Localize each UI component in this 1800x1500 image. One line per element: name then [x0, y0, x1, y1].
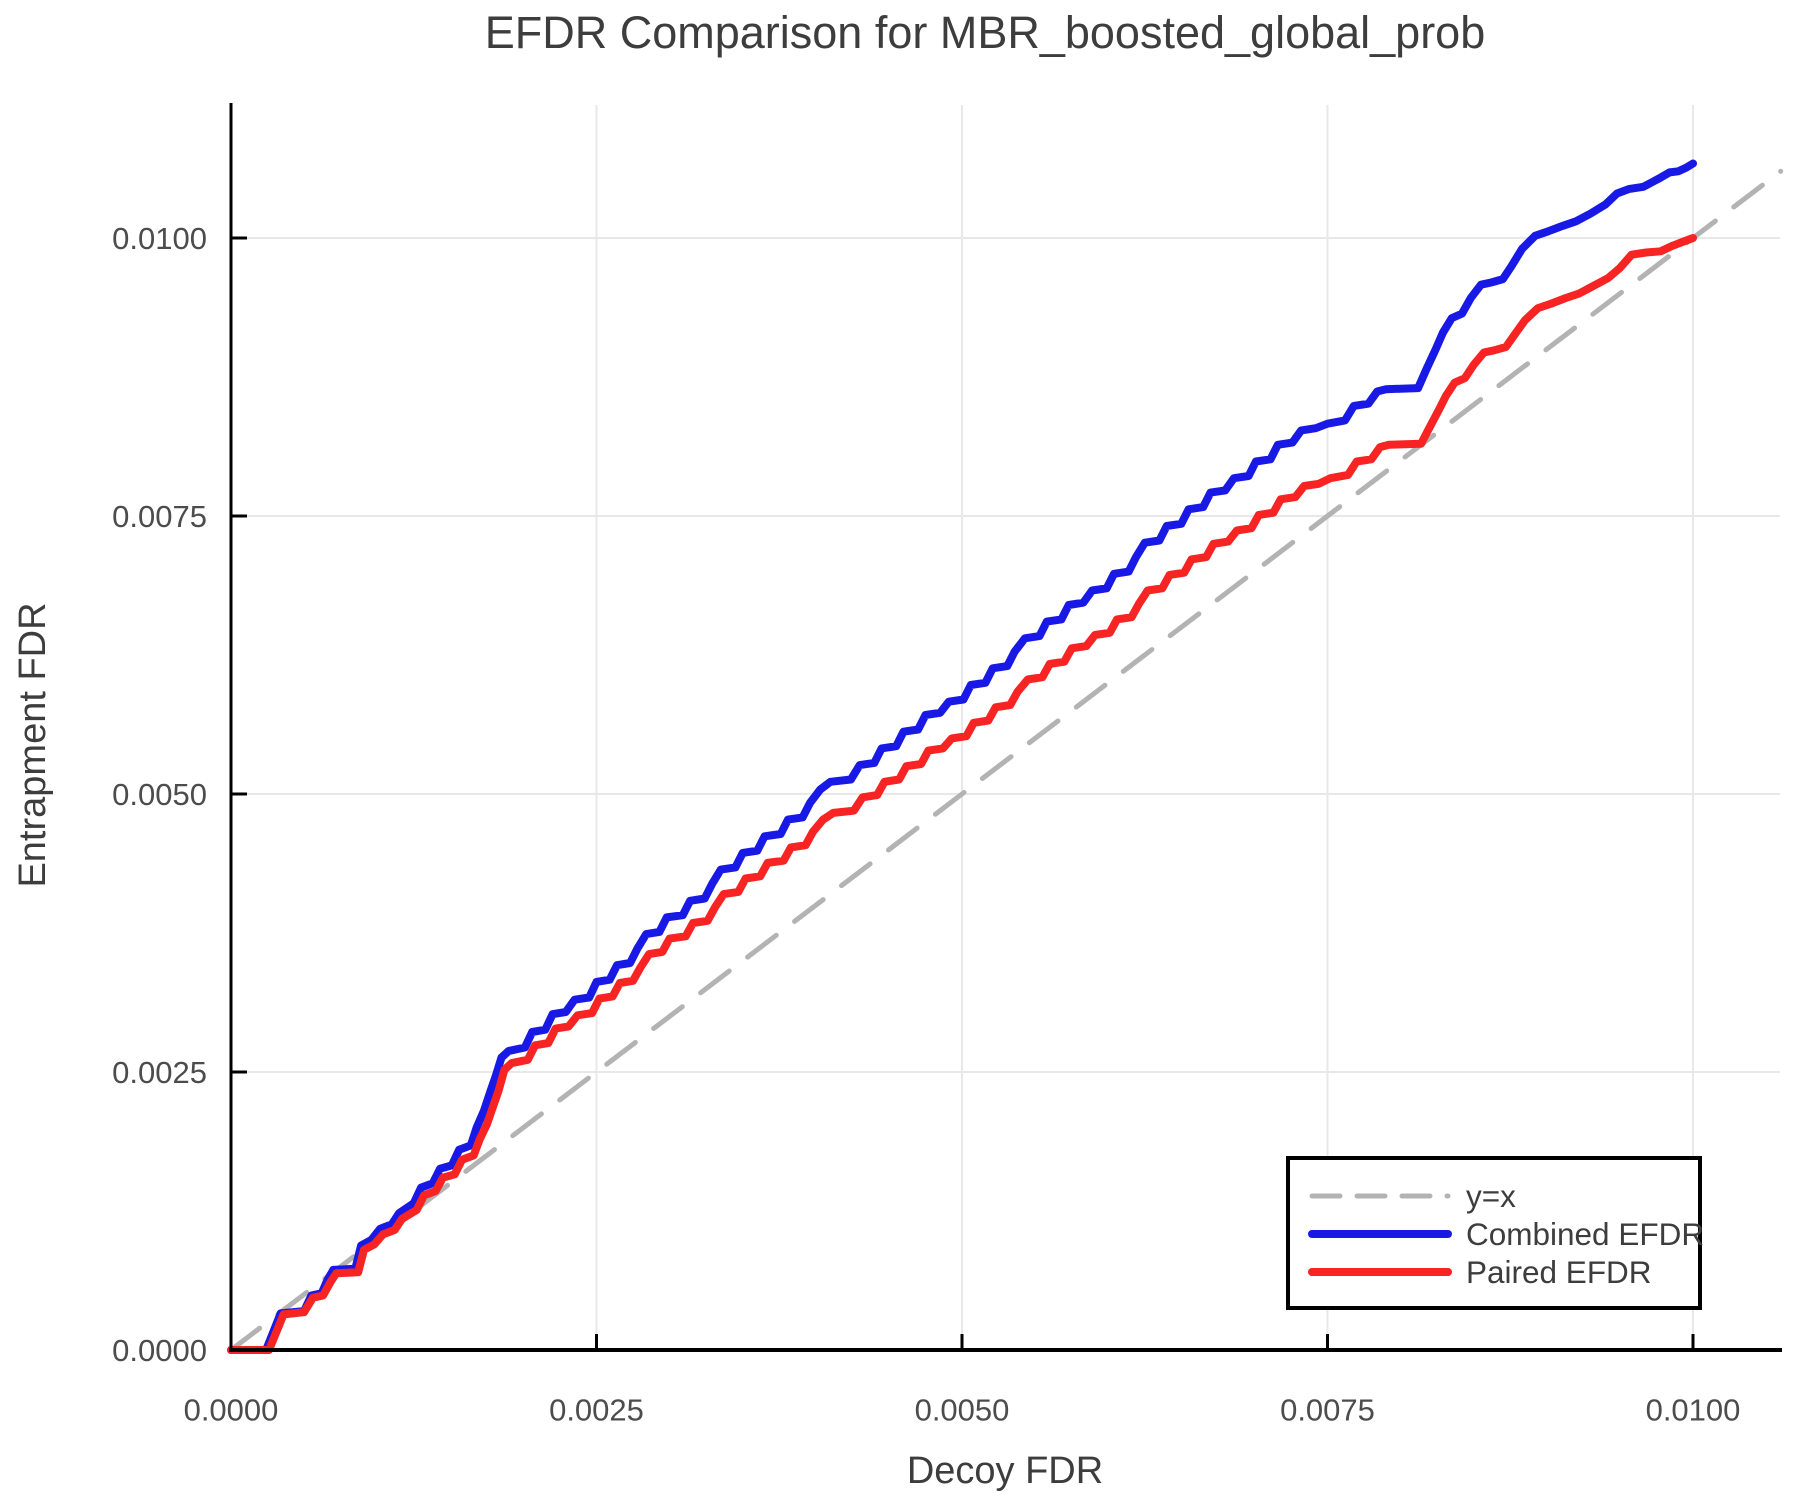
axis-labels: EFDR Comparison for MBR_boosted_global_p…: [12, 7, 1485, 1492]
y-tick-label: 0.0050: [112, 777, 207, 812]
y-axis-label: Entrapment FDR: [12, 602, 54, 887]
axes: 0.0000 0.0025 0.0050 0.0075 0.0100 0.0000 0.00…: [112, 103, 1782, 1427]
legend-label-3: Paired EFDR: [1466, 1254, 1652, 1290]
legend-label-1: y=x: [1466, 1178, 1516, 1214]
y-tick-label: 0.0100: [112, 221, 207, 256]
series-paired-efdr: [227, 234, 1697, 1354]
x-tick-label: 0.0000: [184, 1392, 279, 1427]
y-tick-label: 0.0075: [112, 499, 207, 534]
x-tick-label: 0.0075: [1280, 1392, 1375, 1427]
legend-label-2: Combined EFDR: [1466, 1216, 1704, 1252]
x-tick-label: 0.0025: [549, 1392, 644, 1427]
x-tick-label: 0.0050: [915, 1392, 1010, 1427]
y-tick-label: 0.0025: [112, 1055, 207, 1090]
y-tick-label: 0.0000: [112, 1333, 207, 1368]
x-axis-label: Decoy FDR: [907, 1450, 1103, 1492]
series-combined-efdr: [227, 159, 1697, 1354]
chart-title: EFDR Comparison for MBR_boosted_global_p…: [485, 7, 1486, 58]
series-y-x: [228, 168, 1784, 1353]
series-lines: [227, 159, 1784, 1354]
x-tick-label: 0.0100: [1646, 1392, 1741, 1427]
